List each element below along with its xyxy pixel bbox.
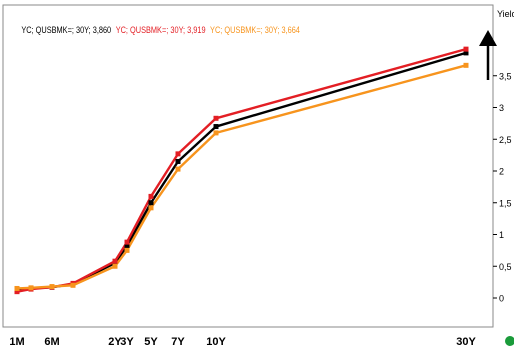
up-arrow-icon[interactable] bbox=[479, 30, 497, 80]
data-point[interactable] bbox=[463, 46, 469, 52]
y-axis-ticks: 0 0,5 1 1,5 2 2,5 3 3,5 bbox=[493, 71, 512, 304]
legend-entry-3: YC; QUSBMK=; 30Y; 3,664 bbox=[210, 25, 300, 35]
data-point[interactable] bbox=[70, 282, 76, 288]
y-tick-label: 2,5 bbox=[499, 135, 512, 145]
x-tick-label: 10Y bbox=[206, 336, 226, 348]
plot-border bbox=[2, 4, 494, 328]
data-point[interactable] bbox=[148, 205, 154, 211]
x-tick-label: 1M bbox=[9, 336, 24, 348]
data-point[interactable] bbox=[124, 247, 130, 253]
data-point[interactable] bbox=[213, 124, 219, 130]
data-point[interactable] bbox=[124, 239, 130, 245]
data-point[interactable] bbox=[463, 62, 469, 68]
legend-entry-2: YC; QUSBMK=; 30Y; 3,919 bbox=[116, 25, 206, 35]
data-point[interactable] bbox=[148, 200, 154, 206]
data-point[interactable] bbox=[112, 263, 118, 269]
y-tick-label: 3 bbox=[499, 103, 504, 113]
x-tick-label: 2Y bbox=[108, 336, 122, 348]
data-point[interactable] bbox=[213, 130, 219, 136]
series-layer bbox=[16, 47, 467, 293]
data-point[interactable] bbox=[49, 284, 55, 290]
x-tick-label: 30Y bbox=[456, 336, 476, 348]
data-point[interactable] bbox=[175, 166, 181, 172]
y-tick-label: 2 bbox=[499, 167, 504, 177]
y-tick-label: 3,5 bbox=[499, 71, 512, 81]
y-tick-label: 1,5 bbox=[499, 198, 512, 208]
x-tick-label: 3Y bbox=[120, 336, 134, 348]
y-tick-label: 0 bbox=[499, 294, 504, 304]
x-tick-label: 5Y bbox=[144, 336, 158, 348]
data-point[interactable] bbox=[14, 289, 20, 295]
data-point[interactable] bbox=[175, 158, 181, 164]
data-point[interactable] bbox=[148, 193, 154, 199]
y-tick-label: 0,5 bbox=[499, 262, 512, 272]
data-point[interactable] bbox=[463, 50, 469, 56]
data-point[interactable] bbox=[213, 115, 219, 121]
legend-entry-1: YC; QUSBMK=; 30Y; 3,860 bbox=[21, 25, 111, 35]
data-point[interactable] bbox=[175, 151, 181, 157]
series-line-3 bbox=[16, 64, 467, 290]
data-point[interactable] bbox=[14, 285, 20, 291]
y-axis-title: Yield bbox=[497, 9, 514, 19]
x-tick-label: 6M bbox=[44, 336, 59, 348]
y-tick-label: 1 bbox=[499, 230, 504, 240]
x-tick-label: 7Y bbox=[171, 336, 185, 348]
data-point[interactable] bbox=[124, 243, 130, 249]
marker-layer bbox=[14, 46, 469, 295]
data-point[interactable] bbox=[112, 258, 118, 264]
legend: YC; QUSBMK=; 30Y; 3,860 YC; QUSBMK=; 30Y… bbox=[21, 25, 300, 35]
status-dot-icon bbox=[505, 336, 514, 346]
data-point[interactable] bbox=[28, 285, 34, 291]
